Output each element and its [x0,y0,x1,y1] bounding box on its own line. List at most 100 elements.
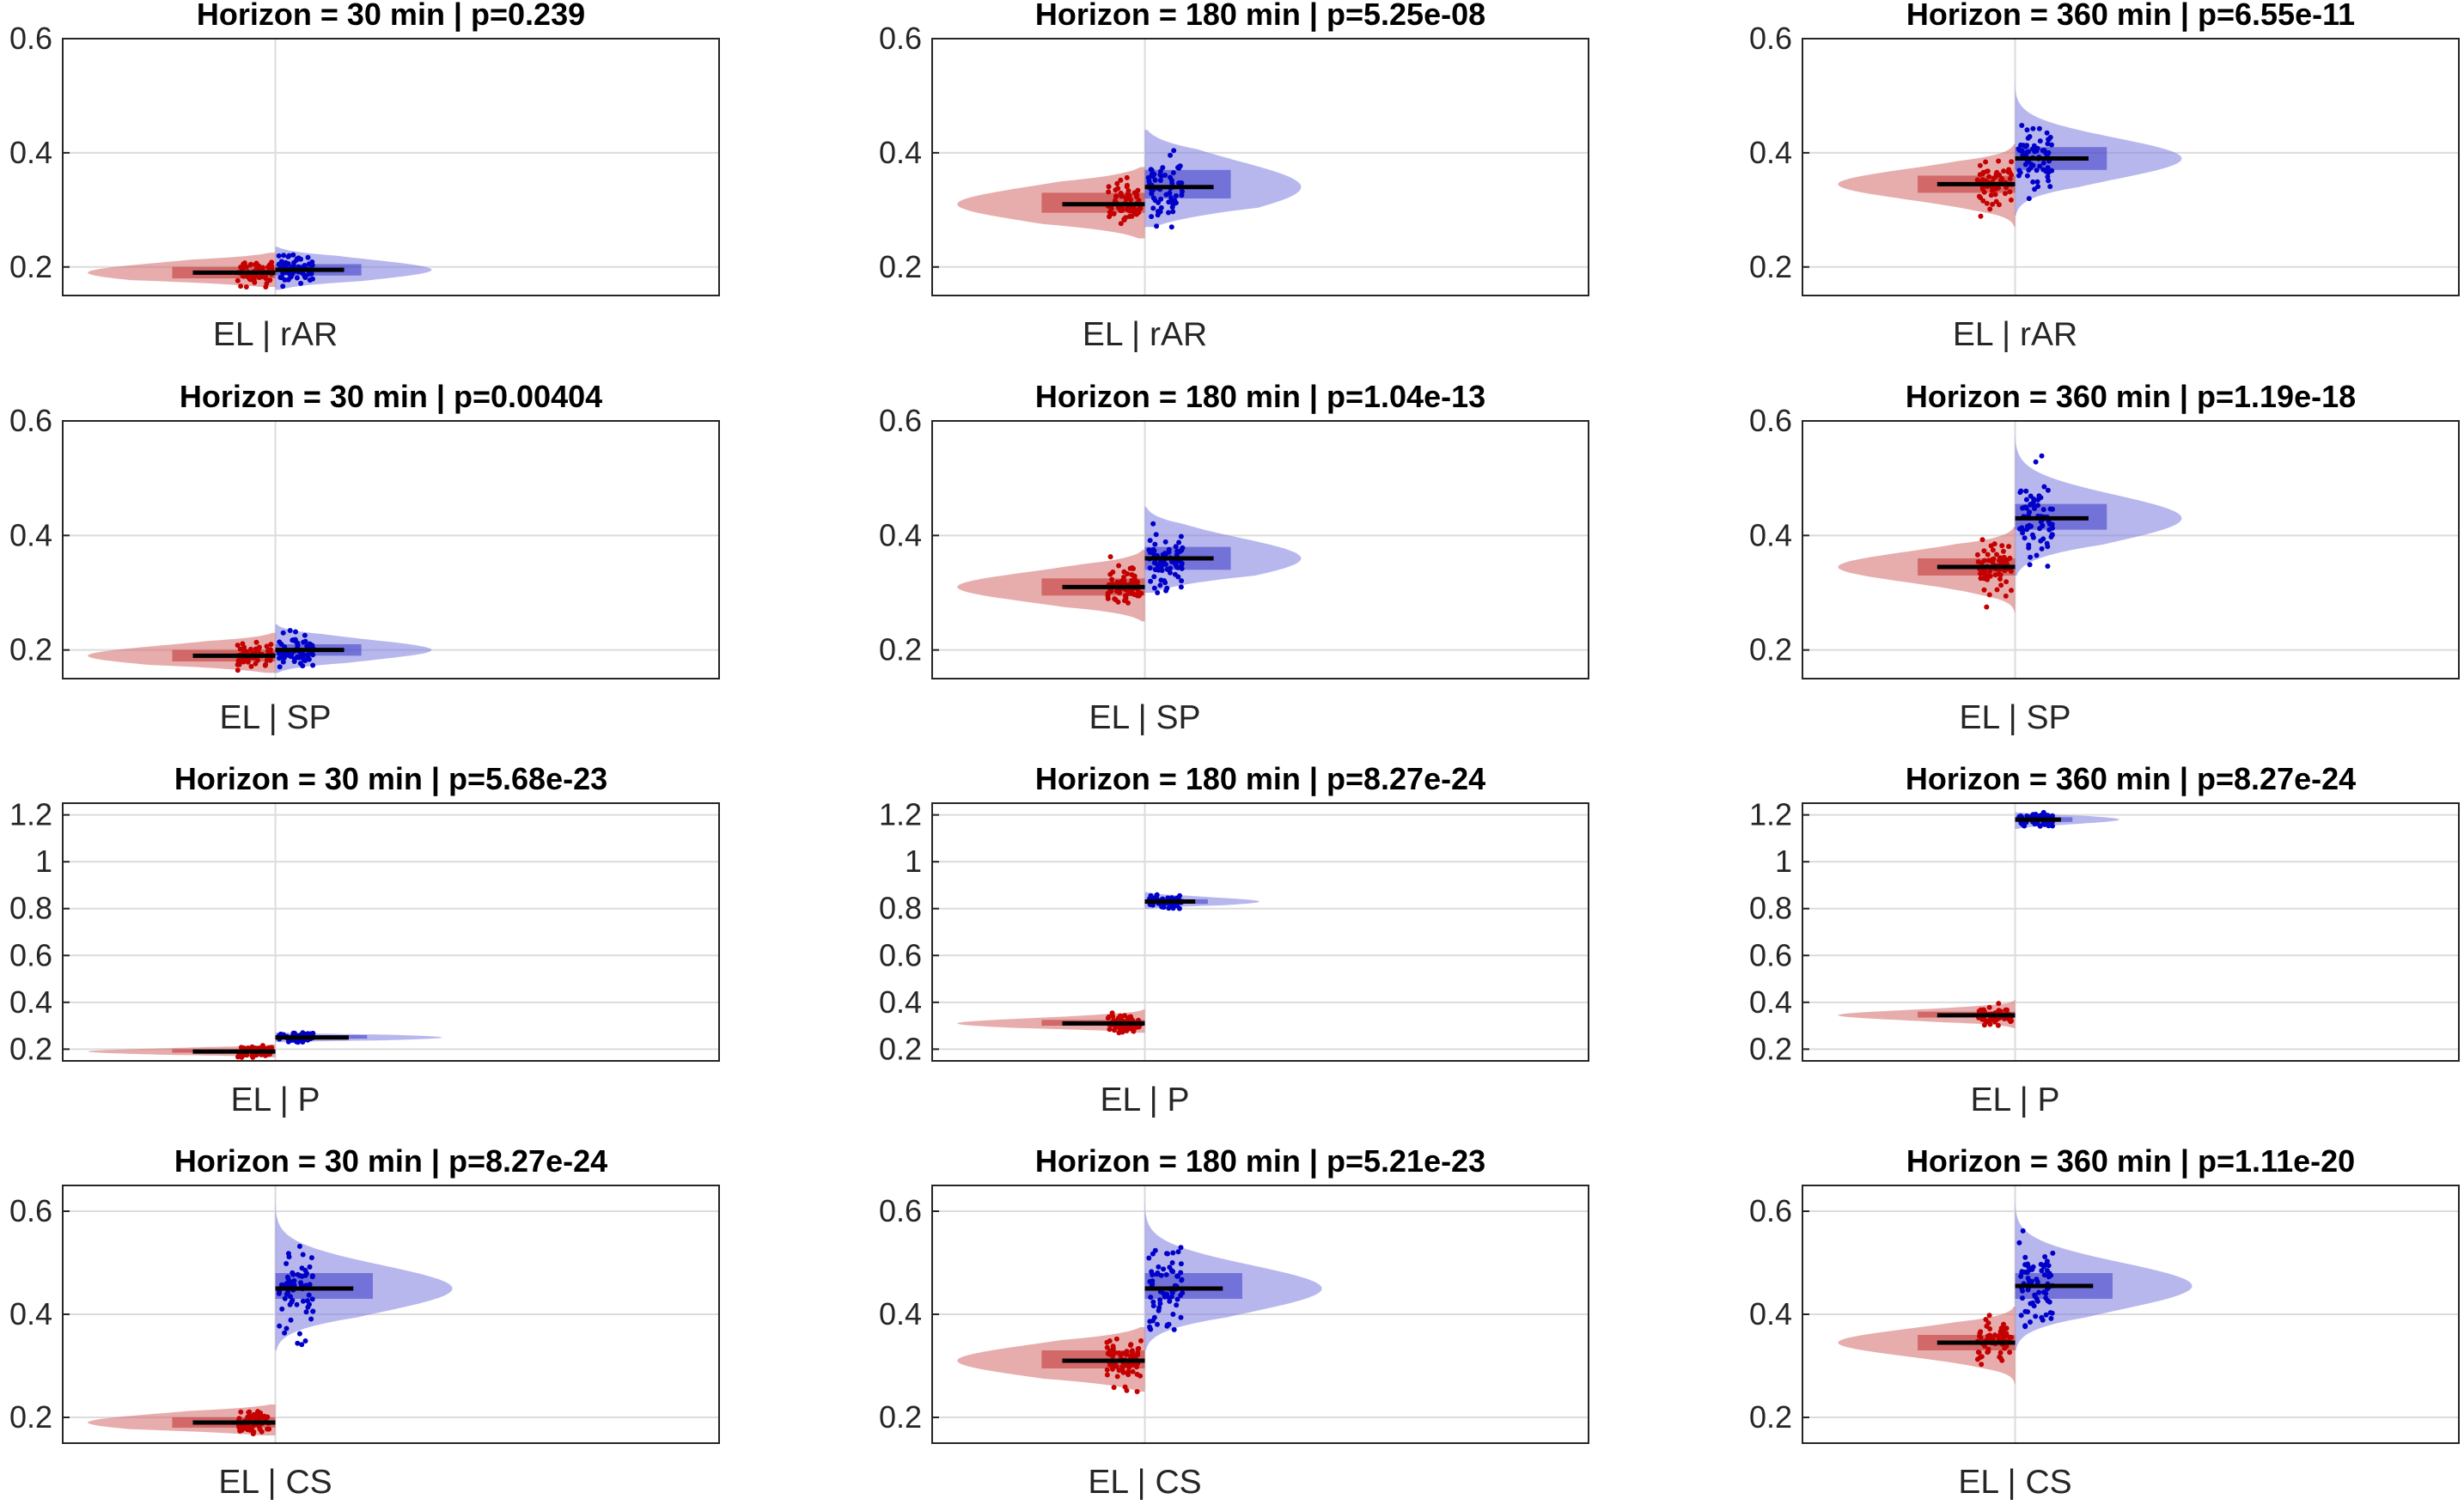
subplot-title: Horizon = 360 min | p=8.27e-24 [1906,761,2356,797]
axes-frame [931,802,1589,1062]
data-point [304,1298,310,1304]
data-point [2045,564,2051,570]
data-point [235,643,241,649]
data-point [1999,543,2005,549]
data-point [2026,168,2032,173]
data-point [2026,545,2032,551]
data-point [282,1330,288,1336]
y-tick-label: 0.6 [879,937,922,972]
data-point [2024,173,2030,179]
data-point [1135,1346,1141,1352]
y-tick-label: 0.6 [9,937,52,972]
data-point [1992,192,1998,198]
data-point [1116,1350,1122,1356]
data-point [1153,893,1159,899]
data-point [310,662,316,668]
data-point [236,1416,242,1422]
subplot-title: Horizon = 180 min | p=1.04e-13 [1035,379,1485,415]
data-point [1158,204,1164,210]
violin-cs [275,1185,453,1350]
data-point [1118,190,1124,196]
data-point [2032,506,2037,511]
data-point [302,272,308,278]
data-point [295,1271,301,1277]
data-point [1134,1024,1140,1030]
data-point [304,643,310,649]
data-point [2030,162,2036,168]
data-point [247,262,253,268]
data-point [237,646,243,652]
subplot-title: Horizon = 180 min | p=8.27e-24 [1035,761,1485,797]
data-point [1129,577,1135,583]
data-point [1138,1337,1144,1344]
data-point [2004,579,2010,585]
subplot-title: Horizon = 360 min | p=6.55e-11 [1906,0,2355,33]
subplot-10: 0.2 0.4 0.6 Horizon = 30 min | p=8.27e-24 EL… [9,1143,720,1501]
y-tick-label: 0.4 [1749,984,1792,1020]
data-point [1168,565,1174,571]
data-point [1147,565,1153,571]
data-point [1998,176,2004,181]
data-point [1130,1368,1136,1374]
data-point [1112,1027,1117,1033]
data-point [1985,1349,1991,1355]
data-point [1158,577,1164,583]
data-point [2006,544,2012,550]
y-tick-label: 1 [35,844,52,879]
data-point [2032,1292,2038,1298]
data-point [1175,894,1181,900]
data-point [2041,484,2047,490]
data-point [265,1414,271,1420]
subplot-title: Horizon = 180 min | p=5.21e-23 [1035,1143,1485,1179]
data-point [2007,176,2013,181]
data-point [2046,1270,2052,1277]
data-point [278,642,284,647]
data-point [1117,1014,1123,1019]
data-point [1150,174,1156,180]
y-tick-label: 1.2 [1749,797,1792,832]
x-axis-label: EL | CS [1958,1464,2071,1501]
data-point [251,1411,257,1417]
violin-el [88,632,276,673]
data-point [268,642,274,648]
data-point [1978,1335,1984,1341]
data-point [280,630,286,636]
y-tick-label: 0.2 [1749,632,1792,667]
x-axis-label: EL | SP [219,699,331,736]
data-point [1996,158,2002,164]
data-point [300,1252,306,1258]
data-point [2042,1254,2048,1259]
data-point [2036,1289,2042,1295]
data-point [1985,551,1991,558]
data-point [251,1429,257,1435]
subplot-title: Horizon = 360 min | p=1.19e-18 [1906,379,2356,415]
data-point [1167,1264,1173,1270]
data-point [1991,175,1997,181]
data-point [1133,578,1139,584]
data-point [307,277,313,283]
data-point [296,1331,302,1337]
data-point [280,659,286,665]
data-point [2020,1288,2026,1294]
data-point [2004,557,2010,563]
data-point [263,284,269,289]
data-point [247,646,253,652]
data-point [298,280,304,286]
data-point [1168,152,1174,158]
data-point [1172,198,1178,204]
data-point [292,638,298,644]
data-point [278,1282,284,1288]
y-tick-label: 0.6 [1749,937,1792,972]
data-point [1979,537,1985,543]
violin-el [957,1009,1145,1033]
data-point [278,275,284,280]
data-point [1983,159,1989,165]
data-point [1996,202,2002,208]
data-point [1980,169,1986,175]
data-point [1119,578,1125,584]
data-point [2035,503,2040,509]
data-point [1134,593,1140,599]
data-point [1147,538,1153,544]
data-point [2040,160,2046,166]
data-point [281,253,287,259]
